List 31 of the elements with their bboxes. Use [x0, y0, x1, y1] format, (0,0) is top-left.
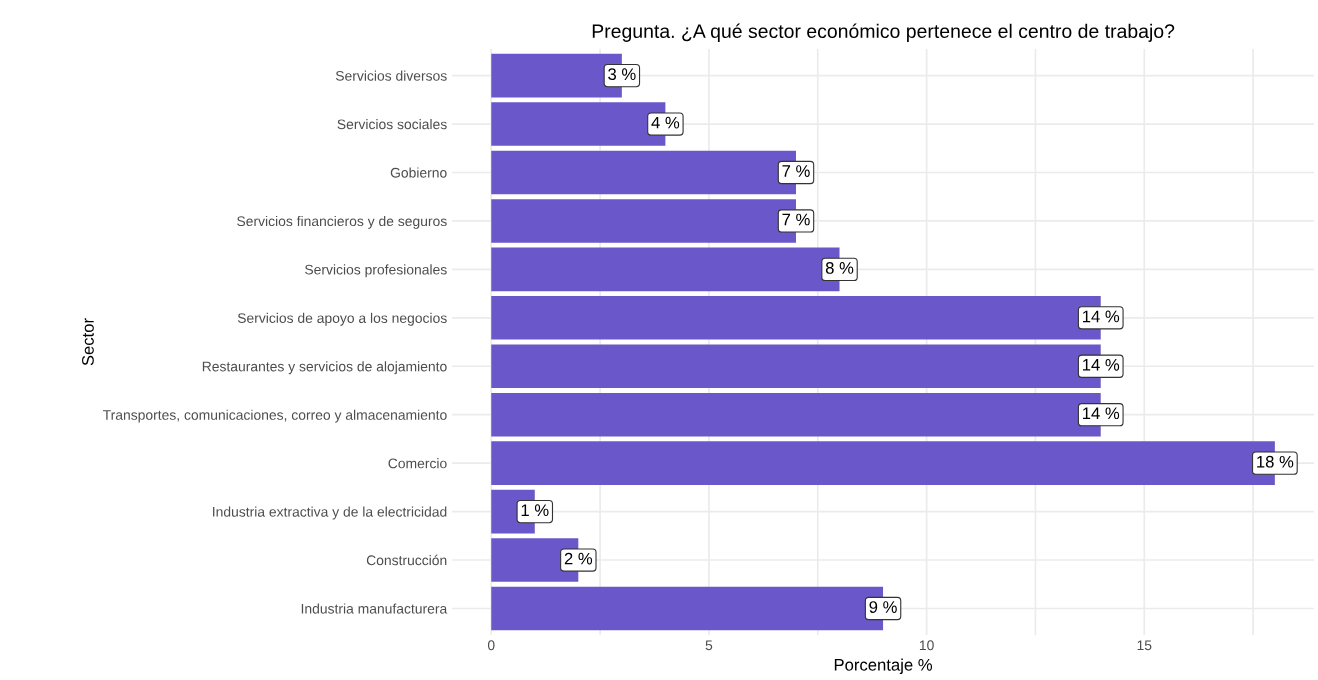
- data-label: 9 %: [869, 601, 897, 613]
- y-tick-label: Industria manufacturera: [301, 603, 448, 614]
- y-tick-label: Restaurantes y servicios de alojamiento: [202, 361, 447, 375]
- data-label: 14 %: [1083, 359, 1120, 371]
- data-label: 3 %: [608, 68, 636, 81]
- data-label: 2 %: [564, 552, 593, 565]
- y-tick-label: Servicios financieros y de seguros: [237, 215, 447, 229]
- y-tick-label: Gobierno: [390, 167, 447, 178]
- y-tick-label: Servicios sociales: [337, 119, 447, 130]
- x-axis-title: Porcentaje %: [834, 658, 933, 675]
- y-axis-title: Sector: [82, 318, 94, 366]
- x-tick-label: 15: [1137, 640, 1152, 651]
- data-label: 8 %: [825, 262, 854, 274]
- y-tick-label: Servicios profesionales: [305, 264, 447, 278]
- y-tick-label: Servicios diversos: [335, 70, 447, 81]
- data-label: 7 %: [782, 165, 810, 177]
- x-tick-label: 10: [919, 640, 934, 651]
- data-label: 18 %: [1257, 455, 1294, 468]
- y-tick-label: Comercio: [388, 458, 447, 469]
- y-tick-label: Transportes, comunicaciones, correo y almacenamiento: [103, 409, 447, 423]
- x-tick-label: 5: [705, 640, 713, 651]
- y-tick-label: Industria extractiva y de la electricidad: [213, 506, 447, 520]
- data-label: 14 %: [1083, 407, 1120, 420]
- data-label: 14 %: [1083, 310, 1120, 323]
- chart-title: Pregunta. ¿A qué sector económico pertenece el centro de trabajo?: [592, 23, 1175, 42]
- y-tick-label: Servicios de apoyo a los negocios: [237, 312, 447, 326]
- y-tick-label: Construcción: [366, 554, 447, 566]
- x-tick-label: 0: [487, 640, 495, 651]
- data-label: 7 %: [782, 213, 810, 226]
- data-label: 1 %: [521, 504, 549, 516]
- data-label: 4 %: [651, 116, 680, 129]
